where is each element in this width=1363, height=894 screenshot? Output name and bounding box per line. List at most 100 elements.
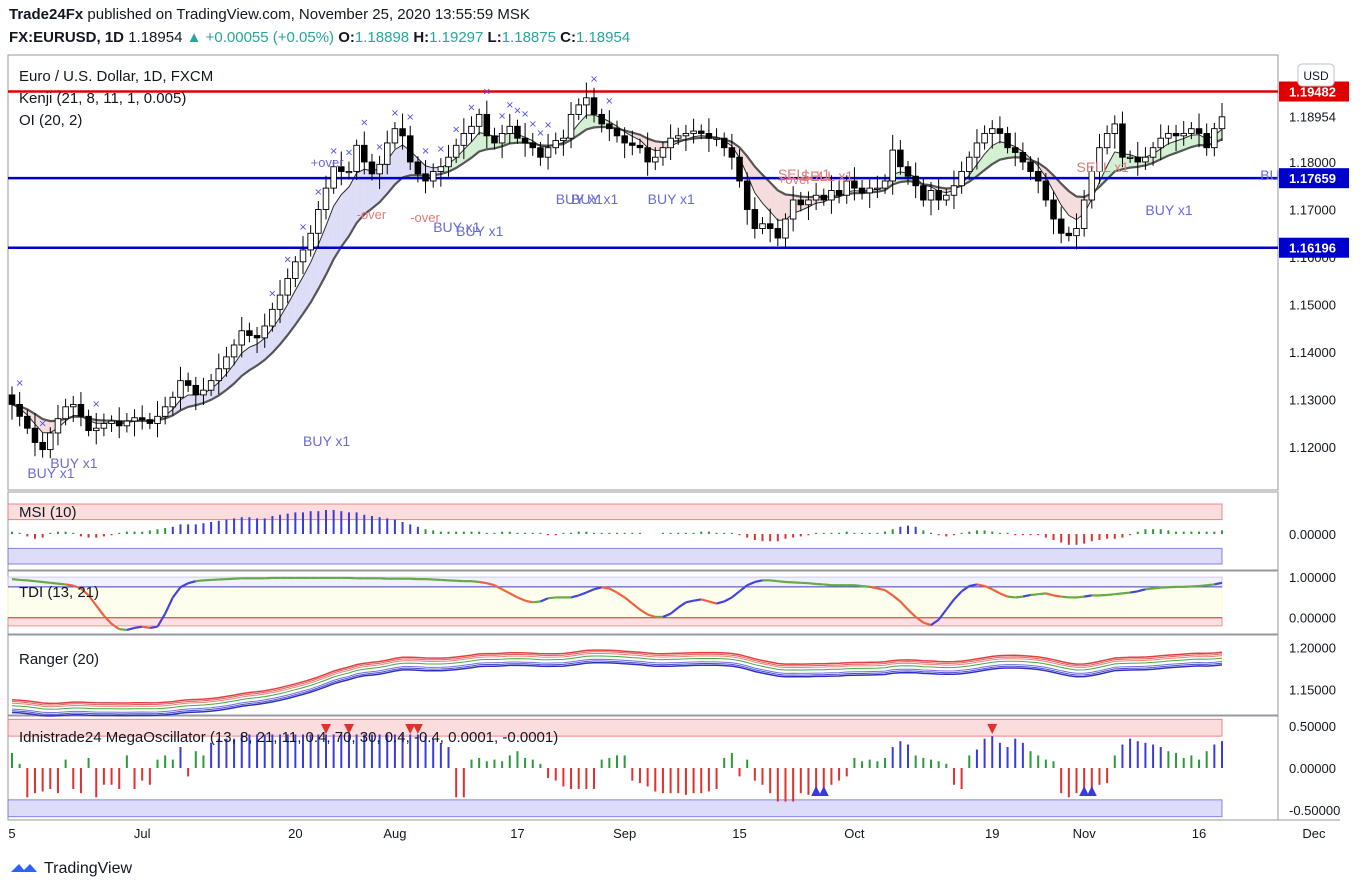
msi-band bbox=[7, 503, 1223, 521]
tradingview-brand[interactable]: TradingView bbox=[10, 860, 132, 878]
candle-body bbox=[292, 261, 299, 279]
candle-body bbox=[1126, 156, 1134, 159]
y-tick-label: 1.18000 bbox=[1289, 155, 1336, 170]
tdi-segment bbox=[149, 625, 158, 629]
currency-button-label[interactable]: USD bbox=[1303, 69, 1329, 83]
candle-body bbox=[950, 185, 958, 196]
candle-body bbox=[567, 113, 575, 139]
candle-body bbox=[47, 432, 54, 451]
tdi-segment bbox=[493, 584, 503, 591]
tdi-title: TDI (13, 21) bbox=[19, 584, 99, 601]
tdi-segment bbox=[57, 582, 66, 586]
tdi-segment bbox=[754, 579, 763, 584]
candle-body bbox=[835, 190, 843, 196]
candle-body bbox=[828, 190, 835, 201]
candle-body bbox=[575, 104, 582, 115]
tdi-segment bbox=[27, 579, 36, 583]
tdi-segment bbox=[662, 612, 672, 618]
oi-markers: ×××××××× ×××× ×× ××××××× ×××××× bbox=[15, 74, 613, 430]
sell-triangle-icon bbox=[405, 724, 416, 734]
candle-body bbox=[682, 132, 690, 137]
oi-x-marker: × bbox=[284, 254, 292, 265]
candle-body bbox=[452, 144, 460, 158]
candle-body bbox=[1119, 123, 1126, 158]
x-tick-label: Aug bbox=[383, 826, 406, 841]
sell-signal-label: SELL x1 bbox=[1076, 159, 1129, 175]
oi-x-marker: × bbox=[406, 112, 414, 123]
candle-body bbox=[743, 180, 751, 210]
candle-body bbox=[766, 223, 774, 229]
oi-x-marker: × bbox=[421, 146, 429, 157]
candle-body bbox=[1065, 232, 1073, 237]
candle-body bbox=[1188, 128, 1195, 134]
sell-triangle-icon bbox=[412, 724, 423, 734]
buy-signal-label: BUY x1 bbox=[1145, 202, 1192, 218]
candle-body bbox=[943, 194, 950, 201]
candle-body bbox=[269, 308, 276, 327]
candle-body bbox=[927, 190, 935, 201]
tdi-segment bbox=[471, 580, 480, 584]
oi-x-marker: × bbox=[299, 222, 307, 233]
candle-body bbox=[629, 142, 636, 146]
study-legend-label: Kenji (21, 8, 11, 1, 0.005) bbox=[19, 90, 186, 107]
y-tick-label: 1.13000 bbox=[1289, 393, 1336, 408]
candle-body bbox=[1211, 128, 1218, 149]
mega-band bbox=[7, 799, 1223, 818]
candle-body bbox=[138, 417, 146, 421]
x-tick-label: Nov bbox=[1073, 826, 1097, 841]
y-tick-label: 1.12000 bbox=[1289, 440, 1336, 455]
candle-body bbox=[483, 113, 491, 137]
publish-line: Trade24Fx published on TradingView.com, … bbox=[9, 6, 530, 23]
tdi-segment bbox=[999, 592, 1008, 598]
tdi-segment bbox=[945, 598, 955, 611]
mega-y-tick: 0.00000 bbox=[1289, 761, 1336, 776]
tdi-segment bbox=[164, 596, 174, 615]
candle-body bbox=[1034, 171, 1042, 182]
candle-body bbox=[414, 161, 422, 175]
oi-x-marker: × bbox=[391, 108, 399, 119]
cloud-segment bbox=[42, 419, 51, 433]
tdi-segment bbox=[593, 586, 602, 591]
level-price-box-2 bbox=[1279, 237, 1349, 258]
candle-body bbox=[774, 228, 782, 239]
x-tick-label: 5 bbox=[8, 826, 15, 841]
level-price-box-1 bbox=[1279, 168, 1349, 189]
y-tick-label: 1.15000 bbox=[1289, 298, 1336, 313]
x-tick-label: 19 bbox=[985, 826, 999, 841]
tdi-segment bbox=[509, 592, 518, 599]
candle-body bbox=[123, 420, 131, 427]
candle-body bbox=[652, 156, 659, 163]
tdi-segment bbox=[716, 600, 725, 605]
cloud-segment bbox=[1168, 141, 1177, 156]
cloud-segment bbox=[770, 182, 778, 221]
tdi-segment bbox=[960, 585, 970, 593]
candle-body bbox=[966, 156, 973, 172]
tdi-line bbox=[11, 576, 1223, 632]
tdi-segment bbox=[517, 596, 526, 602]
candle-body bbox=[1172, 132, 1180, 137]
candle-body bbox=[636, 144, 644, 149]
candle-body bbox=[805, 199, 812, 206]
close-value: 1.18954 bbox=[575, 29, 631, 46]
tdi-segment bbox=[156, 613, 167, 628]
tdi-segment bbox=[685, 599, 694, 604]
cloud-segment bbox=[356, 169, 365, 224]
tdi-segment bbox=[171, 586, 182, 599]
buy-signal-label: BUY x1 bbox=[303, 433, 350, 449]
candle-body bbox=[1111, 123, 1119, 134]
candle-body bbox=[1149, 147, 1157, 158]
candle-body bbox=[1103, 132, 1111, 149]
oi-x-marker: × bbox=[544, 120, 552, 131]
candle-body bbox=[8, 394, 16, 405]
candle-body bbox=[207, 380, 215, 391]
tdi-segment bbox=[11, 578, 20, 582]
tdi-segment bbox=[984, 585, 993, 591]
candle-body bbox=[422, 173, 429, 182]
cloud-segment bbox=[1176, 138, 1184, 153]
tdi-y-tick: 1.00000 bbox=[1289, 570, 1336, 585]
candle-body bbox=[498, 132, 506, 144]
cloud-segment bbox=[295, 276, 304, 325]
candle-body bbox=[169, 396, 177, 408]
tdi-segment bbox=[34, 580, 43, 584]
